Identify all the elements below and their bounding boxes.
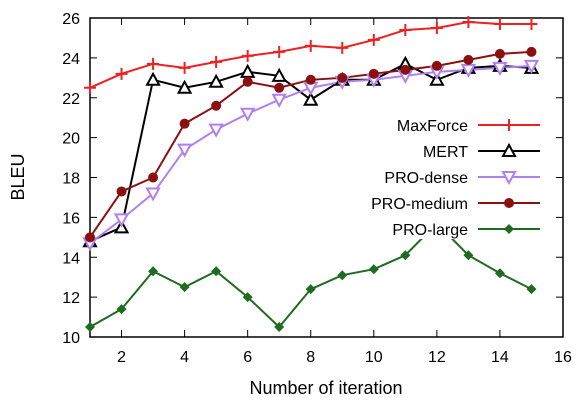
point-maxforce [210, 55, 223, 68]
legend-label-pro-medium: PRO-medium [371, 196, 468, 213]
legend-bg-maxforce [340, 113, 540, 135]
legend-bg-mert [340, 139, 540, 161]
point-pro-medium [526, 46, 537, 57]
point-pro-large [211, 266, 222, 277]
legend-bg-pro-dense [340, 165, 540, 187]
point-pro-dense [271, 93, 287, 108]
legend-marker-maxforce [503, 119, 515, 131]
point-mert [239, 63, 256, 78]
y-tick-label: 12 [62, 290, 80, 307]
y-tick-label: 24 [62, 51, 80, 68]
x-tick-label: 4 [180, 349, 189, 366]
point-pro-medium [116, 186, 127, 197]
point-pro-medium [494, 48, 505, 59]
legend-marker-mert [501, 142, 517, 157]
point-maxforce [430, 21, 443, 34]
legend-label-pro-large: PRO-large [392, 222, 468, 239]
point-pro-large [179, 282, 190, 293]
point-maxforce [241, 49, 254, 62]
y-tick-label: 14 [62, 250, 80, 267]
y-tick-label: 10 [62, 330, 80, 347]
y-tick-label: 20 [62, 131, 80, 148]
point-pro-large [463, 250, 474, 261]
x-tick-label: 10 [365, 349, 383, 366]
legend-bg-pro-large [340, 217, 540, 239]
point-pro-large [494, 268, 505, 279]
point-pro-medium [431, 60, 442, 71]
point-pro-medium [305, 74, 316, 85]
legend-label-maxforce: MaxForce [397, 118, 468, 135]
point-maxforce [493, 17, 506, 30]
legend-marker-pro-large [504, 224, 514, 234]
point-mert [271, 67, 287, 82]
point-maxforce [304, 39, 317, 52]
point-maxforce [178, 61, 191, 74]
point-mert [303, 91, 319, 106]
legend: MaxForce MERT PRO-dense PRO-medium PRO-large [340, 113, 540, 239]
legend-bg-pro-medium [340, 191, 540, 213]
point-pro-large [337, 270, 348, 281]
point-maxforce [462, 15, 475, 28]
point-pro-dense [145, 187, 161, 202]
point-maxforce [115, 67, 128, 80]
point-pro-large [148, 266, 159, 277]
legend-label-mert: MERT [423, 144, 468, 161]
x-tick-label: 14 [491, 349, 509, 366]
point-pro-medium [463, 54, 474, 65]
point-pro-medium [179, 118, 190, 129]
point-pro-medium [85, 232, 95, 243]
point-pro-large [116, 304, 127, 315]
point-maxforce [273, 45, 286, 58]
point-pro-large [368, 264, 379, 275]
point-pro-dense [523, 59, 540, 74]
y-axis-label: BLEU [8, 153, 28, 200]
point-pro-medium [368, 68, 379, 79]
legend-marker-pro-dense [501, 171, 517, 186]
point-pro-large [274, 322, 285, 333]
point-pro-medium [242, 76, 253, 87]
point-maxforce [399, 23, 412, 36]
point-mert [208, 73, 224, 88]
point-mert [145, 71, 161, 86]
point-pro-medium [148, 172, 159, 183]
point-pro-large [305, 284, 316, 295]
point-pro-large [85, 322, 95, 333]
x-tick-label: 6 [243, 349, 252, 366]
point-pro-medium [274, 82, 285, 93]
point-maxforce [147, 57, 160, 70]
x-axis-label: Number of iteration [249, 378, 402, 398]
x-tick-label: 16 [554, 349, 572, 366]
point-pro-large [242, 292, 253, 303]
point-pro-dense [113, 213, 130, 228]
point-pro-medium [211, 100, 222, 111]
point-maxforce [336, 41, 349, 54]
point-mert [176, 79, 193, 94]
x-tick-label: 12 [428, 349, 446, 366]
point-pro-large [526, 284, 537, 295]
legend-marker-pro-medium [504, 198, 514, 208]
point-pro-dense [208, 123, 224, 138]
legend-label-pro-dense: PRO-dense [384, 170, 468, 187]
y-tick-label: 22 [62, 91, 80, 108]
point-pro-dense [492, 61, 508, 76]
x-tick-label: 8 [306, 349, 315, 366]
y-tick-label: 16 [62, 210, 80, 227]
y-tick-label: 18 [62, 171, 80, 188]
point-pro-medium [400, 64, 411, 75]
point-maxforce [84, 81, 96, 94]
y-tick-label: 26 [62, 11, 80, 28]
point-pro-large [400, 250, 411, 261]
point-maxforce [525, 17, 538, 30]
point-pro-dense [176, 143, 193, 158]
point-pro-dense [239, 107, 256, 122]
x-tick-label: 2 [117, 349, 126, 366]
point-pro-medium [337, 72, 348, 83]
point-maxforce [367, 33, 380, 46]
